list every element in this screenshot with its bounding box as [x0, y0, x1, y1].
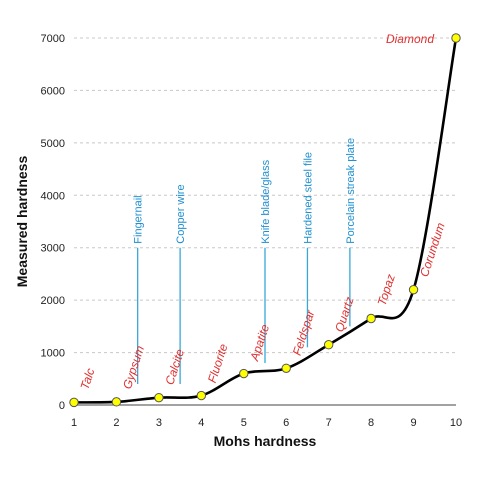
x-axis-title: Mohs hardness — [214, 433, 317, 449]
data-point — [408, 284, 419, 295]
x-tick-label: 6 — [283, 417, 289, 429]
data-point-markers — [69, 33, 461, 408]
mineral-label: Talc — [78, 366, 98, 391]
y-tick-label: 5000 — [41, 138, 65, 150]
data-point — [451, 33, 461, 43]
x-tick-label: 10 — [450, 417, 462, 429]
tool-label: Knife blade/glass — [260, 159, 272, 243]
y-tick-label: 4000 — [41, 190, 65, 202]
tool-label: Porcelain streak plate — [345, 138, 357, 244]
tool-label: Fingernail — [133, 195, 145, 243]
x-tick-label: 9 — [410, 417, 416, 429]
data-point — [281, 363, 291, 373]
y-tick-label: 0 — [59, 400, 65, 412]
mineral-label: Diamond — [386, 32, 434, 46]
x-tick-label: 8 — [368, 417, 374, 429]
tool-reference-lines: Fingernail Copper wire Knife blade/glass Ha… — [133, 138, 357, 385]
mineral-label: Apatite — [247, 322, 272, 363]
data-point — [196, 390, 207, 401]
data-point — [154, 392, 164, 403]
mineral-label: Feldspar — [290, 308, 318, 358]
data-point — [111, 397, 122, 407]
data-point — [69, 397, 79, 408]
grid-lines — [74, 37, 456, 354]
y-axis-title: Measured hardness — [14, 156, 30, 288]
x-tick-label: 4 — [198, 417, 204, 429]
mineral-label: Topaz — [375, 272, 398, 307]
x-tick-label: 2 — [113, 417, 119, 429]
axis-tick-labels: 0 1000 2000 3000 4000 5000 6000 7000 1 2 3 4 5 6 7 8 9 10 — [41, 33, 463, 429]
mineral-label: Fluorite — [205, 342, 231, 385]
y-tick-label: 2000 — [41, 295, 65, 307]
data-point — [323, 340, 334, 350]
y-tick-label: 6000 — [41, 85, 65, 97]
tool-label: Copper wire — [175, 184, 187, 243]
x-tick-label: 1 — [71, 417, 77, 429]
x-tick-label: 3 — [156, 417, 162, 429]
y-tick-label: 3000 — [41, 243, 65, 255]
data-point — [239, 368, 249, 379]
x-tick-label: 7 — [326, 417, 332, 429]
y-tick-label: 7000 — [41, 33, 65, 45]
tool-label: Hardened steel file — [302, 152, 314, 244]
mineral-label: Quartz — [332, 295, 356, 334]
y-tick-label: 1000 — [41, 348, 65, 360]
data-point — [366, 313, 376, 324]
mineral-label: Gypsum — [120, 344, 147, 391]
x-tick-label: 5 — [241, 417, 247, 429]
